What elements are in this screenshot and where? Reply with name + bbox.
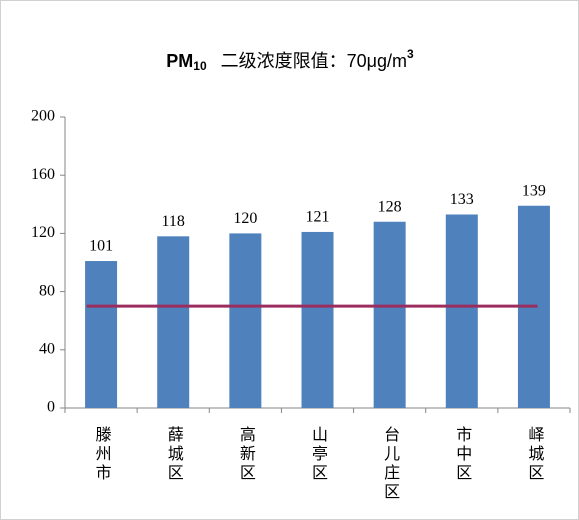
x-tick-label: 台儿庄区 xyxy=(381,426,400,502)
y-tick-label: 160 xyxy=(31,166,55,183)
value-label: 139 xyxy=(522,182,546,199)
x-tick-label: 薛城区 xyxy=(165,426,184,483)
x-tick-label: 高新区 xyxy=(237,426,256,483)
bar xyxy=(229,233,262,408)
title-text: 二级浓度限值：70μg/m xyxy=(221,51,407,71)
value-label: 128 xyxy=(378,198,402,215)
title-sub: 10 xyxy=(193,59,207,73)
value-label: 101 xyxy=(89,238,113,255)
value-label: 133 xyxy=(450,191,474,208)
y-tick-label: 40 xyxy=(39,340,55,357)
y-tick-label: 120 xyxy=(31,224,55,241)
value-label: 118 xyxy=(162,213,185,230)
bar xyxy=(157,236,190,408)
value-label: 121 xyxy=(306,209,330,226)
y-tick-label: 0 xyxy=(47,399,55,416)
y-tick-label: 200 xyxy=(31,108,55,125)
x-tick-label: 峄城区 xyxy=(525,426,544,483)
bar xyxy=(445,214,478,408)
title-sup: 3 xyxy=(407,47,414,61)
x-tick-label: 滕州市 xyxy=(93,426,112,483)
y-tick-label: 80 xyxy=(39,282,55,299)
chart-title: PM10 二级浓度限值：70μg/m3 xyxy=(166,47,414,73)
title-main: PM xyxy=(166,51,193,71)
bar xyxy=(301,231,334,408)
x-tick-label: 市中区 xyxy=(453,426,472,483)
bar xyxy=(85,261,118,408)
bar xyxy=(373,221,406,408)
x-tick-label: 山亭区 xyxy=(309,426,328,483)
value-label: 120 xyxy=(233,210,257,227)
